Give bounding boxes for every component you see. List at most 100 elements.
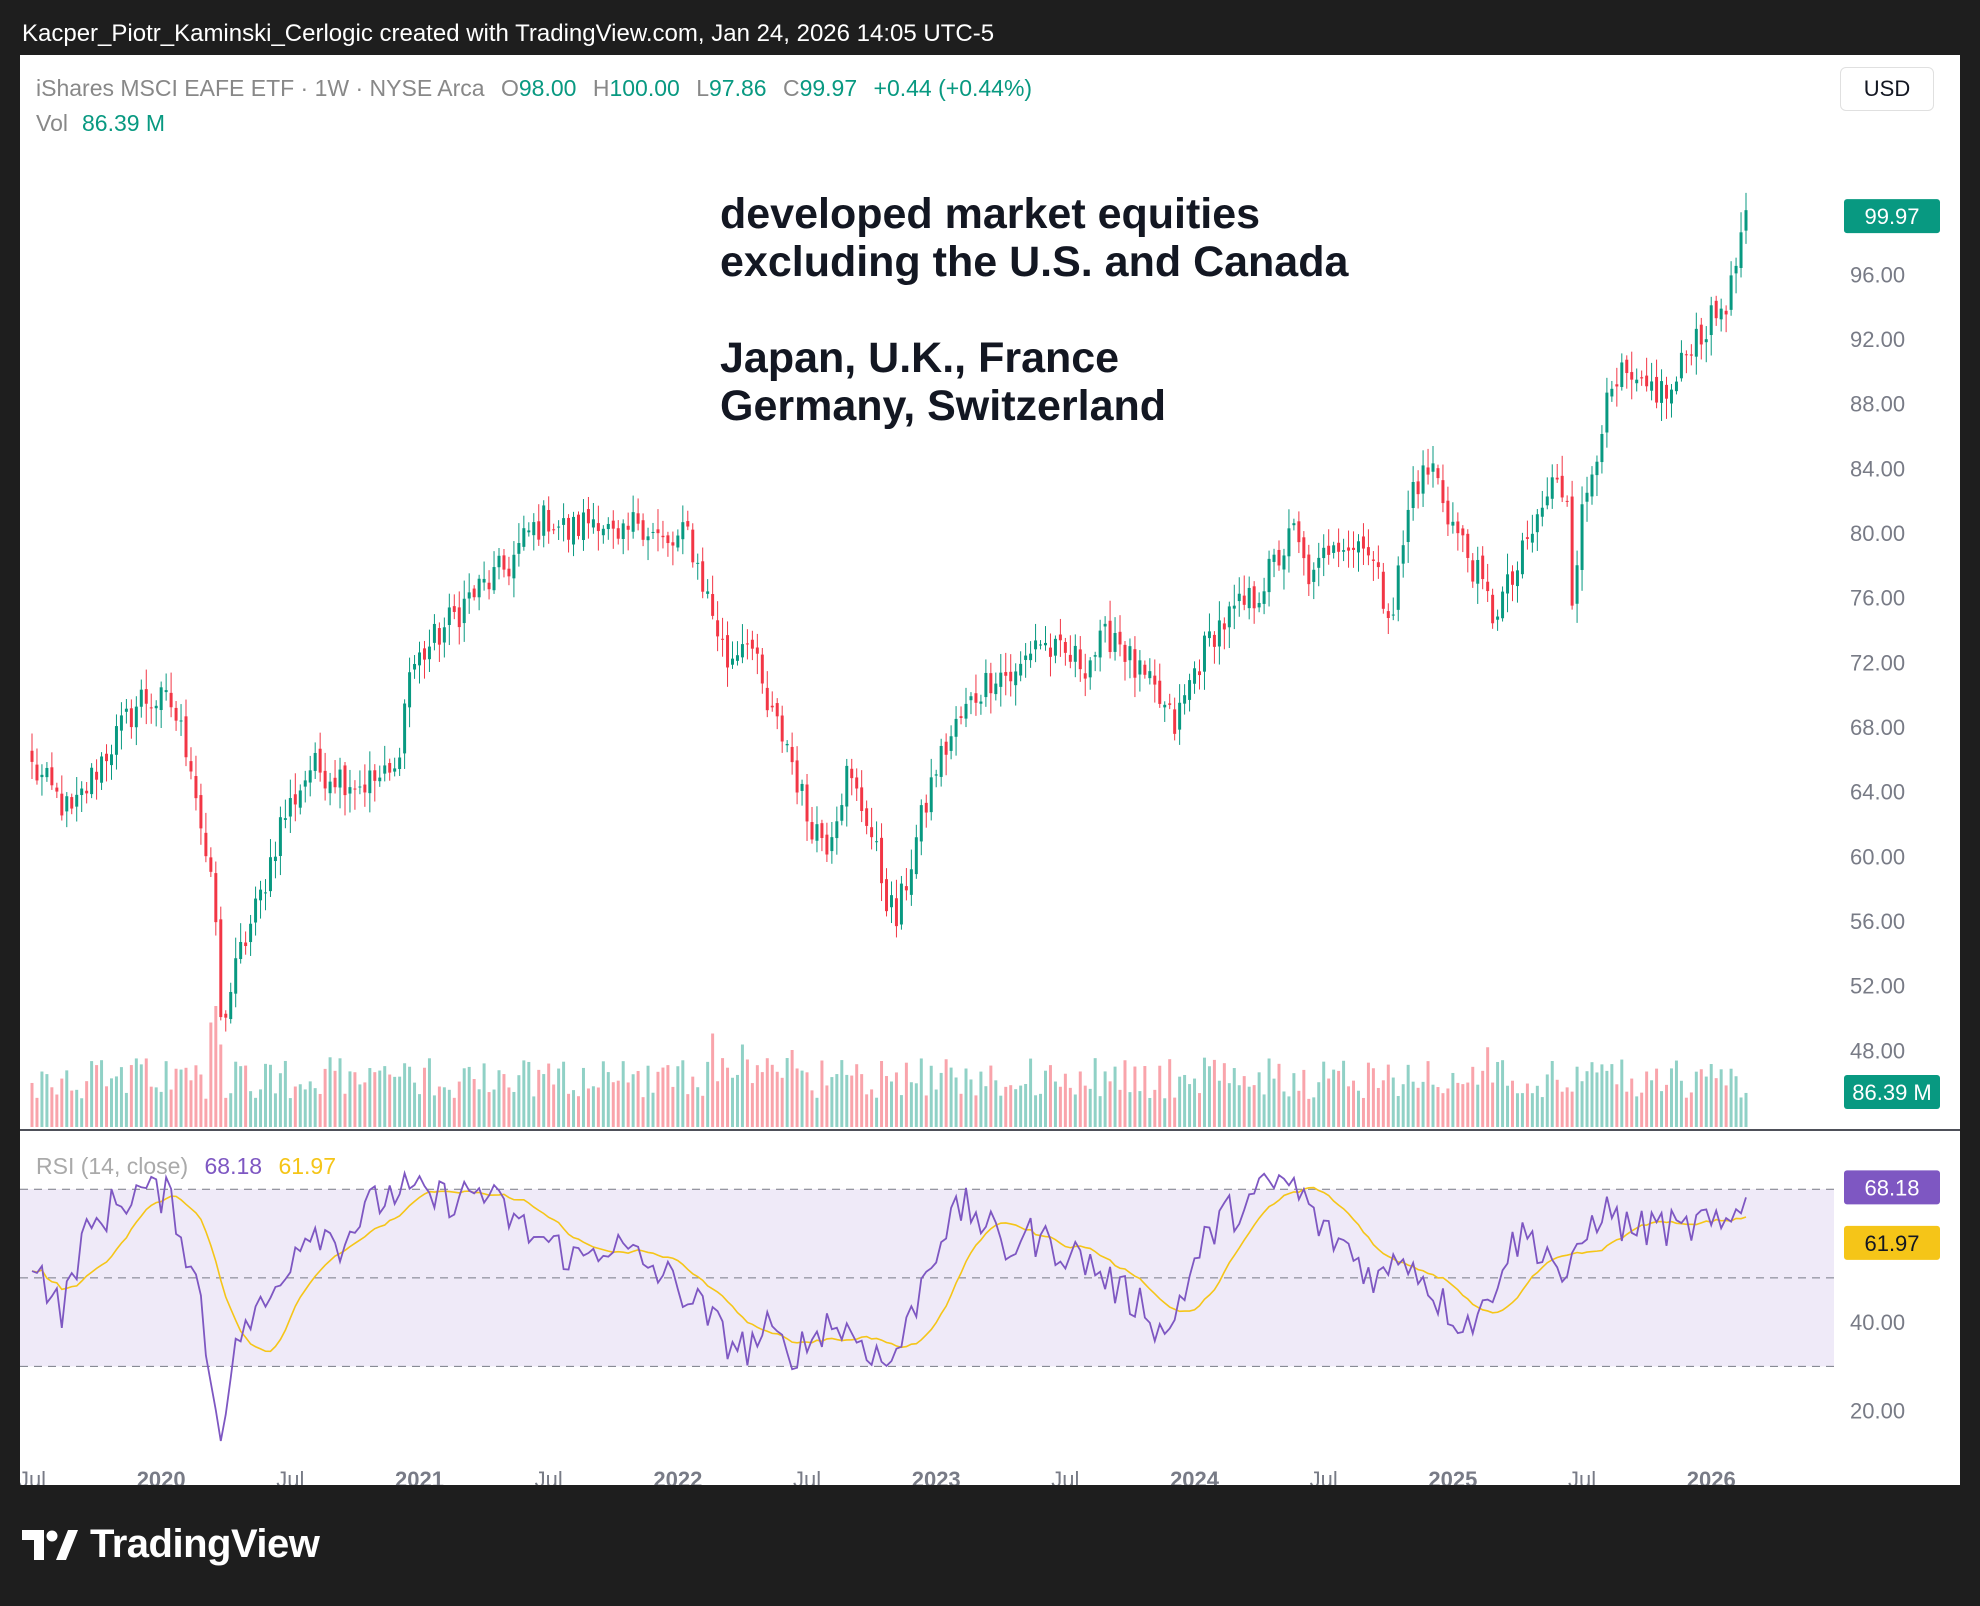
candle-body[interactable]	[835, 821, 839, 839]
chart-annotation[interactable]: developed market equities excluding the …	[720, 190, 1348, 430]
candle-body[interactable]	[1361, 536, 1365, 549]
candle-body[interactable]	[691, 529, 695, 563]
candle-body[interactable]	[40, 774, 44, 778]
candle-body[interactable]	[338, 769, 342, 788]
candle-body[interactable]	[740, 644, 744, 658]
candle-body[interactable]	[1207, 631, 1211, 639]
candle-body[interactable]	[775, 703, 779, 717]
candle-body[interactable]	[1034, 640, 1038, 650]
candle-body[interactable]	[179, 720, 183, 722]
candle-body[interactable]	[333, 777, 337, 788]
candle-body[interactable]	[169, 692, 173, 708]
candle-body[interactable]	[1545, 496, 1549, 506]
candle-body[interactable]	[1103, 623, 1107, 627]
candle-body[interactable]	[109, 754, 113, 766]
candle-body[interactable]	[1302, 537, 1306, 559]
candle-body[interactable]	[353, 788, 357, 790]
candle-body[interactable]	[268, 857, 272, 892]
candle-body[interactable]	[467, 592, 471, 599]
candle-body[interactable]	[790, 746, 794, 763]
candle-body[interactable]	[1719, 308, 1723, 320]
candle-body[interactable]	[1173, 709, 1177, 734]
candle-body[interactable]	[1227, 606, 1231, 628]
candle-body[interactable]	[1446, 500, 1450, 525]
candle-body[interactable]	[984, 672, 988, 698]
candle-body[interactable]	[1058, 634, 1062, 641]
candle-body[interactable]	[586, 509, 590, 524]
candle-body[interactable]	[209, 857, 213, 872]
candle-body[interactable]	[398, 757, 402, 770]
candle-body[interactable]	[129, 708, 133, 728]
candle-body[interactable]	[100, 756, 104, 783]
candle-body[interactable]	[875, 841, 879, 843]
candle-body[interactable]	[50, 767, 54, 786]
candle-body[interactable]	[1520, 540, 1524, 575]
candle-body[interactable]	[800, 783, 804, 791]
candle-body[interactable]	[1605, 392, 1609, 433]
price-chart-svg[interactable]: 48.00 52.00 56.00 60.00 64.00 68.00 72.00 76.00…	[20, 55, 1960, 1485]
candle-body[interactable]	[1133, 649, 1137, 678]
candle-body[interactable]	[219, 919, 223, 1018]
candle-body[interactable]	[780, 715, 784, 742]
candle-body[interactable]	[477, 578, 481, 598]
candle-body[interactable]	[1694, 328, 1698, 357]
candle-body[interactable]	[244, 942, 248, 947]
candle-body[interactable]	[880, 837, 884, 884]
candle-body[interactable]	[1297, 521, 1301, 543]
candle-body[interactable]	[1277, 549, 1281, 566]
candle-body[interactable]	[1287, 528, 1291, 557]
candle-body[interactable]	[1044, 642, 1047, 646]
candle-body[interactable]	[194, 776, 198, 799]
candle-body[interactable]	[1322, 547, 1326, 559]
candle-body[interactable]	[497, 555, 501, 568]
candle-body[interactable]	[1699, 324, 1703, 345]
candle-body[interactable]	[482, 578, 486, 583]
candle-body[interactable]	[249, 923, 253, 943]
candle-body[interactable]	[1386, 611, 1390, 619]
candle-body[interactable]	[567, 517, 571, 540]
candle-body[interactable]	[254, 898, 258, 923]
candle-body[interactable]	[731, 658, 734, 665]
candle-body[interactable]	[716, 620, 720, 637]
candle-body[interactable]	[239, 941, 243, 960]
candle-body[interactable]	[1342, 550, 1346, 552]
candle-body[interactable]	[1555, 477, 1559, 480]
candle-body[interactable]	[1247, 587, 1251, 609]
candle-body[interactable]	[735, 655, 739, 661]
candle-body[interactable]	[611, 520, 615, 529]
tradingview-logo[interactable]: TradingView	[22, 1522, 320, 1567]
candle-body[interactable]	[1560, 475, 1564, 498]
candle-body[interactable]	[885, 879, 889, 912]
candle-body[interactable]	[189, 761, 193, 772]
candle-body[interactable]	[1461, 528, 1465, 536]
candle-body[interactable]	[1257, 602, 1261, 608]
candle-body[interactable]	[562, 518, 566, 525]
candle-body[interactable]	[904, 886, 908, 891]
candle-body[interactable]	[1327, 545, 1331, 555]
candle-body[interactable]	[472, 588, 476, 598]
candle-body[interactable]	[224, 1013, 228, 1018]
candle-body[interactable]	[1625, 359, 1629, 374]
candle-body[interactable]	[1679, 352, 1683, 379]
candle-body[interactable]	[572, 516, 576, 545]
candle-body[interactable]	[1709, 305, 1713, 336]
candle-body[interactable]	[999, 672, 1003, 687]
candle-body[interactable]	[1217, 620, 1221, 647]
candle-body[interactable]	[1724, 310, 1728, 315]
candle-body[interactable]	[666, 535, 670, 544]
candle-body[interactable]	[35, 764, 39, 781]
candle-body[interactable]	[845, 765, 849, 807]
candle-body[interactable]	[641, 520, 645, 540]
candle-body[interactable]	[1704, 339, 1708, 343]
candle-body[interactable]	[95, 771, 99, 780]
candle-body[interactable]	[1595, 461, 1599, 476]
candle-body[interactable]	[1610, 388, 1614, 397]
candle-body[interactable]	[1431, 463, 1435, 472]
candle-body[interactable]	[422, 648, 426, 660]
candle-body[interactable]	[1471, 560, 1475, 582]
candle-body[interactable]	[840, 805, 844, 821]
candle-body[interactable]	[283, 818, 287, 820]
candle-body[interactable]	[1491, 594, 1495, 624]
candle-body[interactable]	[1356, 541, 1360, 553]
candle-body[interactable]	[408, 672, 412, 708]
